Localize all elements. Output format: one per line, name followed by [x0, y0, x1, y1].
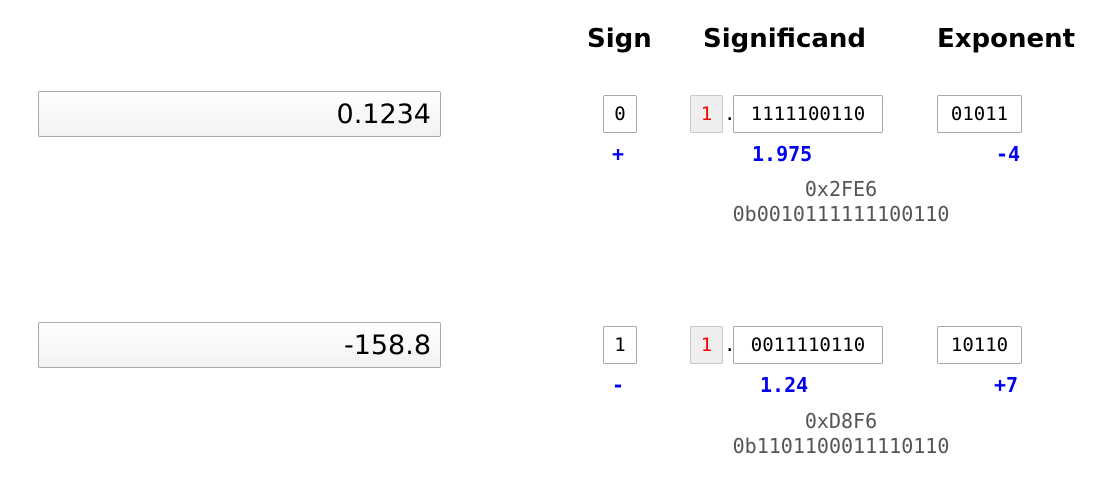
encoding-block: 0xD8F6 0b1101100011110110 [700, 409, 982, 459]
hex-encoding: 0xD8F6 [804, 409, 878, 433]
radix-point: . [724, 103, 736, 125]
exponent-header: Exponent [937, 24, 1076, 54]
sign-decoded-value: - [612, 373, 625, 397]
decimal-input[interactable] [38, 322, 441, 368]
binary-encoding: 0b1101100011110110 [732, 434, 950, 458]
exponent-bits-field[interactable]: 10110 [937, 326, 1022, 364]
exponent-decoded-value: +7 [994, 373, 1019, 397]
exponent-decoded-value: -4 [996, 142, 1021, 166]
implicit-leading-bit: 1 [690, 95, 723, 133]
significand-bits-field[interactable]: 0011110110 [733, 326, 883, 364]
implicit-leading-bit: 1 [690, 326, 723, 364]
significand-decoded-value: 1.24 [760, 373, 809, 397]
sign-decoded-value: + [612, 142, 625, 166]
significand-bits-field[interactable]: 1111100110 [733, 95, 883, 133]
significand-header: Significand [703, 24, 867, 54]
binary-encoding: 0b0010111111100110 [732, 202, 950, 226]
sign-bit-field[interactable]: 0 [603, 95, 637, 133]
significand-decoded-value: 1.975 [752, 142, 813, 166]
exponent-bits-field[interactable]: 01011 [937, 95, 1022, 133]
sign-header: Sign [587, 24, 652, 54]
decimal-input[interactable] [38, 91, 441, 137]
radix-point: . [724, 334, 736, 356]
encoding-block: 0x2FE6 0b0010111111100110 [700, 177, 982, 227]
hex-encoding: 0x2FE6 [804, 177, 878, 201]
sign-bit-field[interactable]: 1 [603, 326, 637, 364]
